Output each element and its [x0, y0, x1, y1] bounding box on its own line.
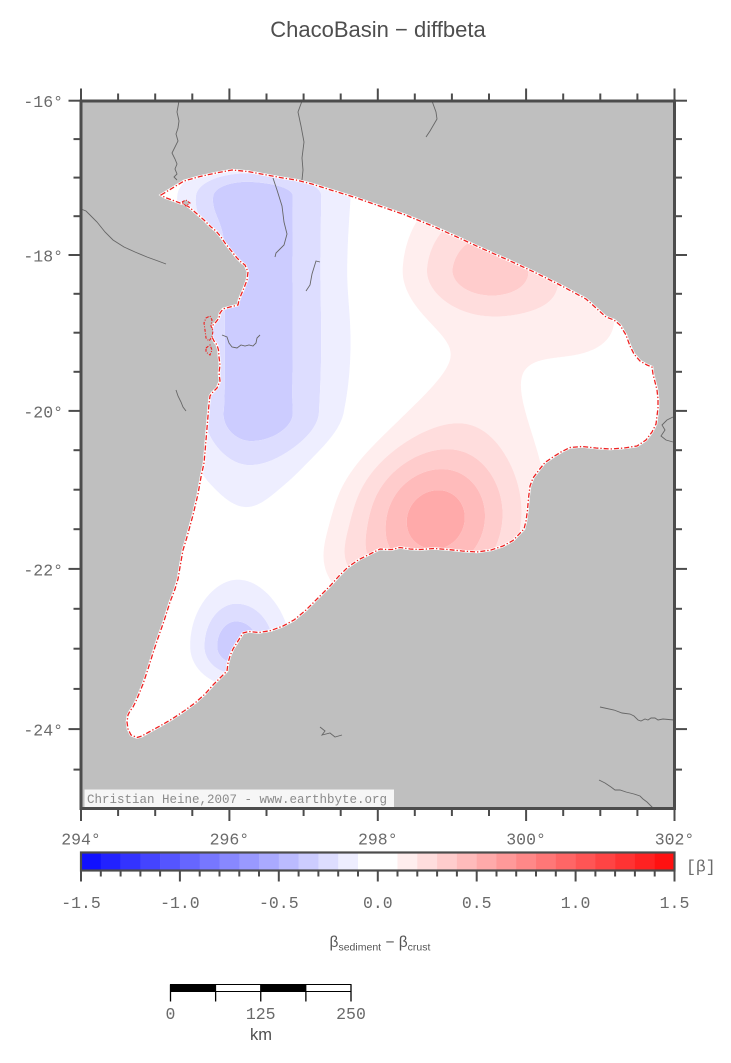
svg-text:-18°: -18°: [23, 248, 63, 267]
svg-text:0.5: 0.5: [462, 894, 492, 913]
svg-text:125: 125: [246, 1005, 276, 1024]
svg-text:-20°: -20°: [23, 403, 63, 422]
svg-text:296°: 296°: [210, 831, 250, 850]
svg-text:0: 0: [166, 1005, 176, 1024]
svg-text:302°: 302°: [655, 831, 695, 850]
svg-text:294°: 294°: [61, 831, 101, 850]
svg-text:km: km: [250, 1026, 272, 1044]
svg-text:0.0: 0.0: [363, 894, 393, 913]
svg-text:300°: 300°: [506, 831, 546, 850]
svg-text:1.0: 1.0: [561, 894, 591, 913]
svg-text:-1.5: -1.5: [61, 894, 101, 913]
svg-text:-22°: -22°: [23, 561, 63, 580]
svg-text:-24°: -24°: [23, 722, 63, 741]
svg-text:-0.5: -0.5: [259, 894, 299, 913]
svg-text:ChacoBasin − diffbeta: ChacoBasin − diffbeta: [270, 17, 486, 42]
svg-text:298°: 298°: [358, 831, 398, 850]
svg-text:-16°: -16°: [23, 93, 63, 112]
svg-text:[β]: [β]: [686, 858, 716, 877]
svg-text:Christian Heine,2007 - www.ear: Christian Heine,2007 - www.earthbyte.org: [87, 793, 387, 807]
svg-text:250: 250: [336, 1005, 366, 1024]
svg-text:1.5: 1.5: [660, 894, 690, 913]
svg-text:-1.0: -1.0: [160, 894, 200, 913]
